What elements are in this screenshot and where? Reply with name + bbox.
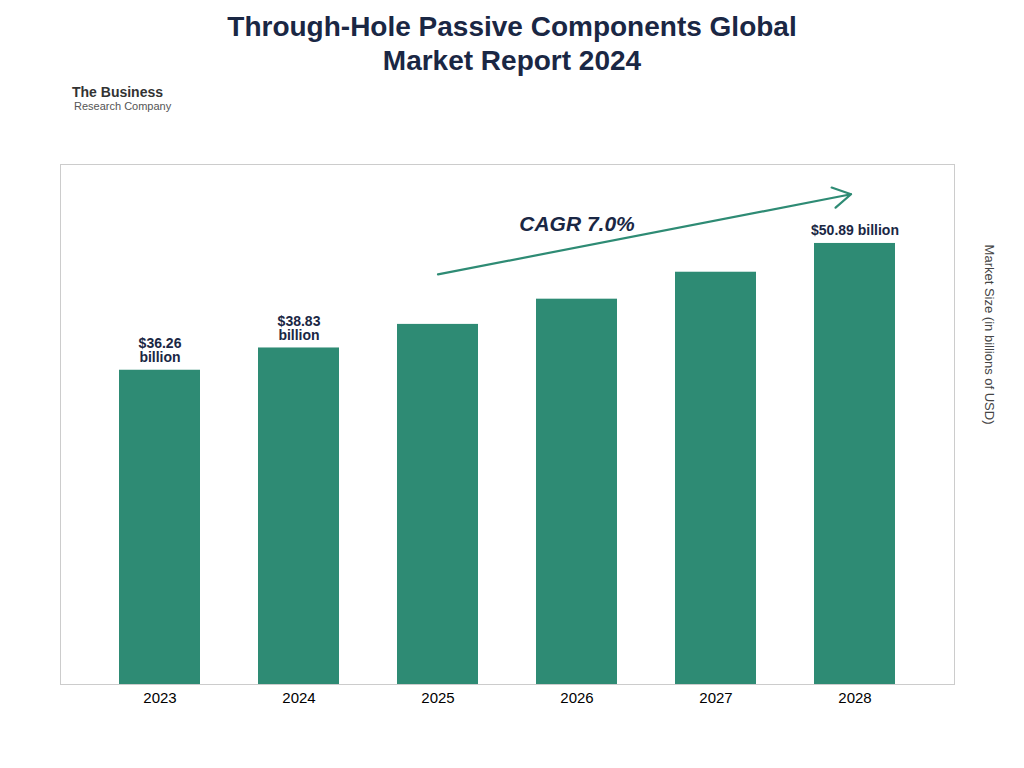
svg-text:2028: 2028 bbox=[838, 689, 871, 706]
svg-text:Market Size (in billions of US: Market Size (in billions of USD) bbox=[982, 245, 997, 425]
svg-text:CAGR 7.0%: CAGR 7.0% bbox=[519, 212, 635, 235]
svg-text:2024: 2024 bbox=[282, 689, 315, 706]
html-text:Research Company: Research Company bbox=[74, 100, 172, 112]
svg-text:2025: 2025 bbox=[421, 689, 454, 706]
html-text:Through-Hole Passive Component: Through-Hole Passive Components Global bbox=[227, 11, 797, 42]
svg-text:2027: 2027 bbox=[699, 689, 732, 706]
svg-text:$38.83billion: $38.83billion bbox=[278, 313, 321, 343]
svg-text:$50.89 billion: $50.89 billion bbox=[811, 222, 899, 238]
html-text:Market Report 2024: Market Report 2024 bbox=[382, 45, 642, 76]
html-text:The Business: The Business bbox=[72, 84, 163, 100]
svg-text:2023: 2023 bbox=[143, 689, 176, 706]
svg-text:$36.26billion: $36.26billion bbox=[139, 335, 182, 365]
svg-text:2026: 2026 bbox=[560, 689, 593, 706]
